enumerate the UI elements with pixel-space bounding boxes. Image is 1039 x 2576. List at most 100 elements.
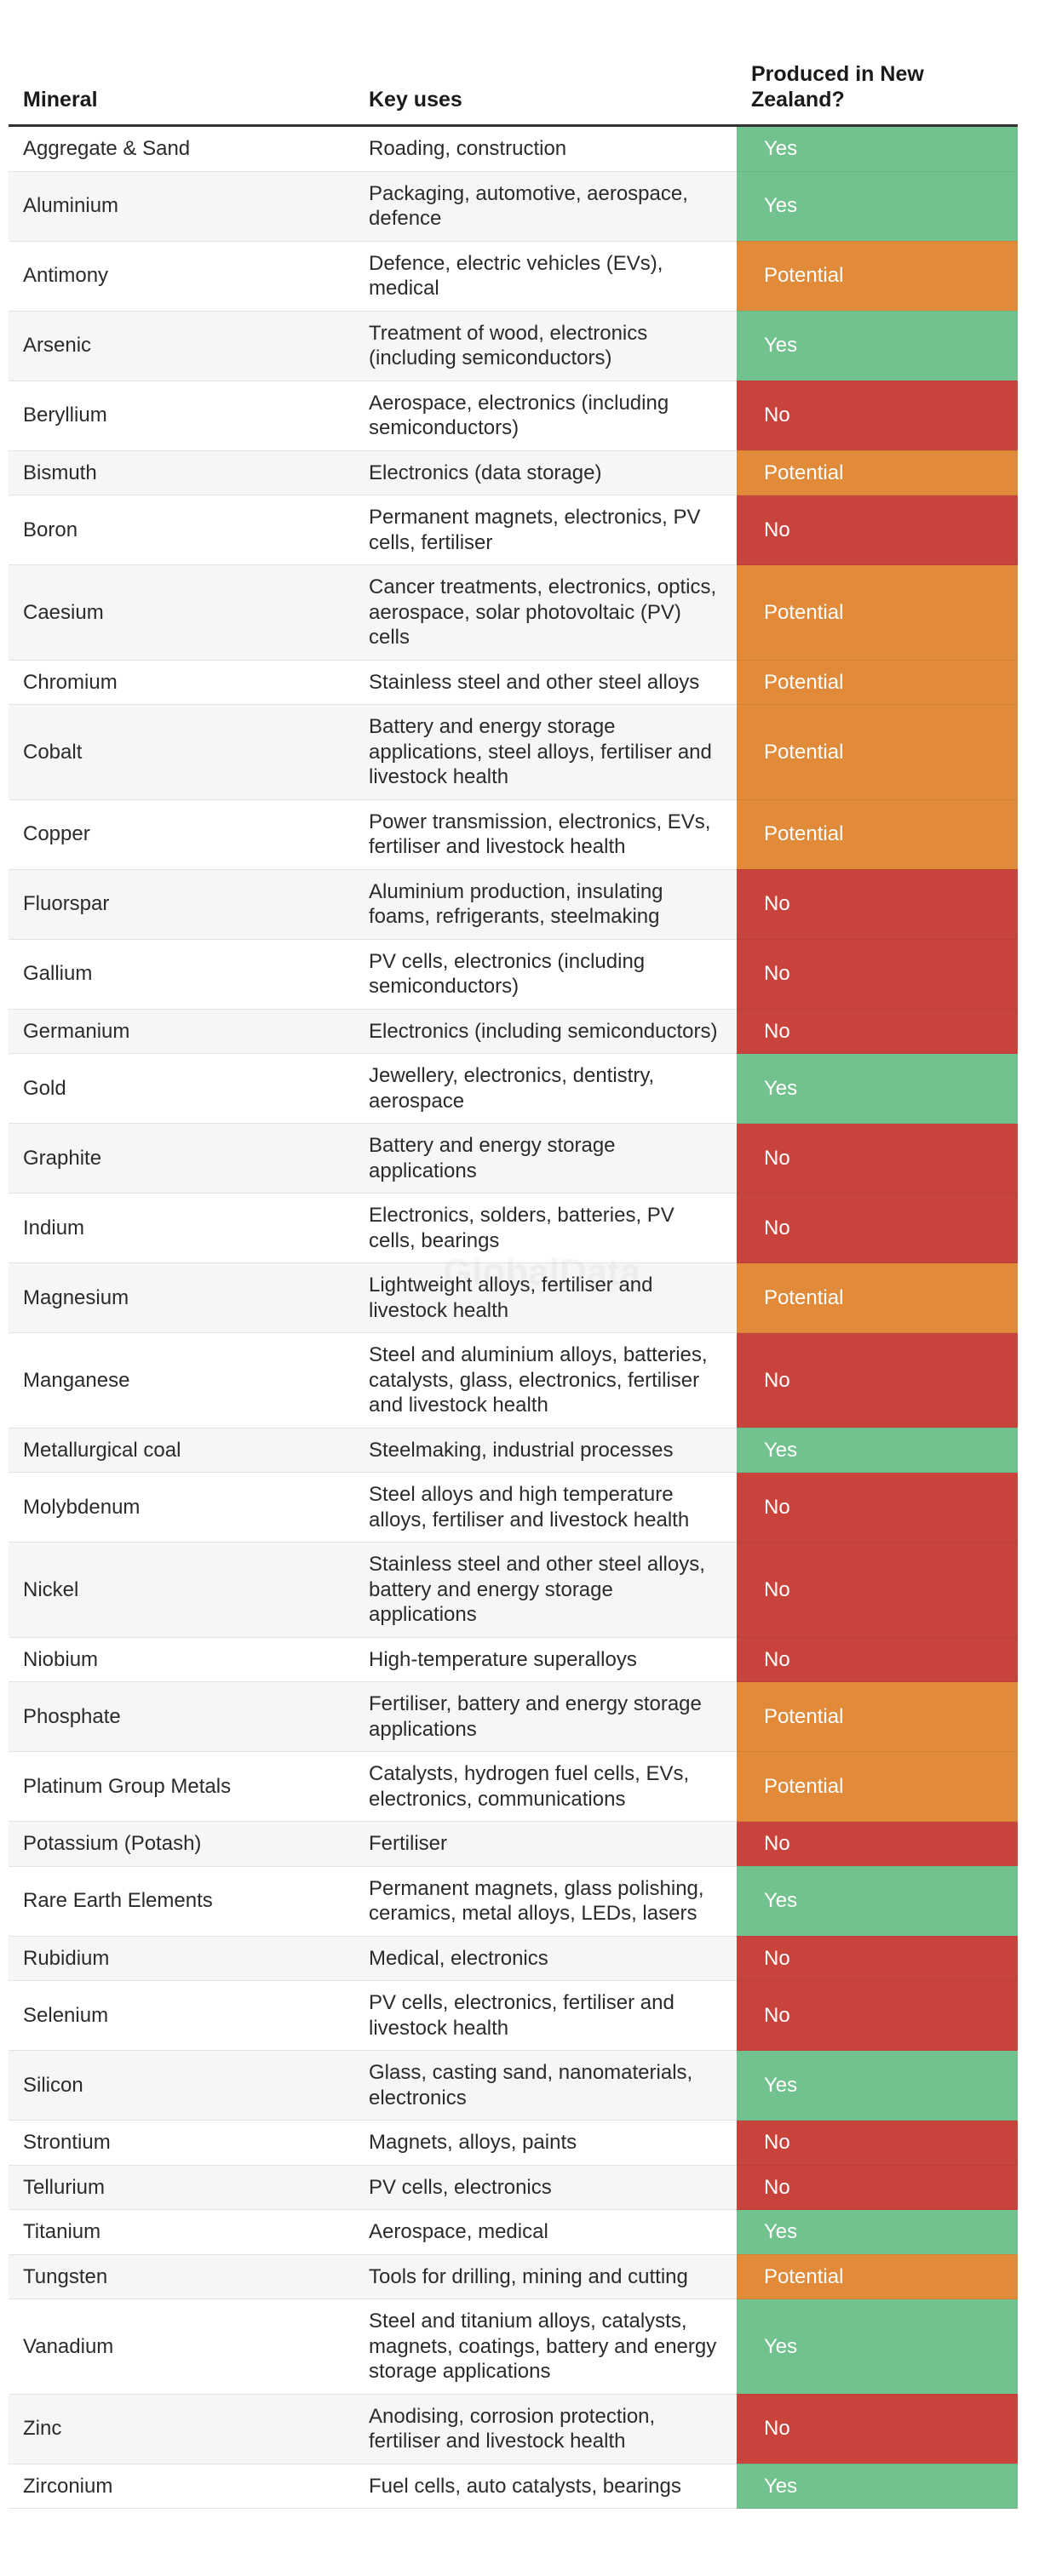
table-row: Selenium PV cells, electronics, fertilise… xyxy=(9,1980,1018,2051)
status-cell: Yes xyxy=(737,2298,1018,2395)
status-cell: No xyxy=(737,495,1018,565)
uses-cell: Defence, electric vehicles (EVs), medica… xyxy=(354,241,737,312)
uses-cell: Fertiliser, battery and energy storage a… xyxy=(354,1681,737,1752)
mineral-cell: Chromium xyxy=(9,660,354,705)
uses-cell: Steelmaking, industrial processes xyxy=(354,1428,737,1473)
uses-cell: Fuel cells, auto catalysts, bearings xyxy=(354,2464,737,2509)
column-header: Produced in New Zealand? xyxy=(737,61,1018,127)
uses-cell: Lightweight alloys, fertiliser and lives… xyxy=(354,1262,737,1333)
mineral-cell: Titanium xyxy=(9,2209,354,2255)
mineral-cell: Indium xyxy=(9,1193,354,1263)
status-cell: No xyxy=(737,2394,1018,2464)
table-row: Nickel Stainless steel and other steel al… xyxy=(9,1542,1018,1638)
uses-cell: Permanent magnets, glass polishing, cera… xyxy=(354,1866,737,1937)
mineral-cell: Molybdenum xyxy=(9,1472,354,1543)
mineral-cell: Aggregate & Sand xyxy=(9,125,354,172)
mineral-cell: Bismuth xyxy=(9,450,354,495)
mineral-cell: Zinc xyxy=(9,2394,354,2464)
mineral-cell: Potassium (Potash) xyxy=(9,1821,354,1867)
mineral-cell: Gold xyxy=(9,1053,354,1124)
uses-cell: Steel alloys and high temperature alloys… xyxy=(354,1472,737,1543)
uses-cell: Catalysts, hydrogen fuel cells, EVs, ele… xyxy=(354,1751,737,1822)
table-row: Cobalt Battery and energy storage applica… xyxy=(9,704,1018,800)
mineral-cell: Platinum Group Metals xyxy=(9,1751,354,1822)
table-row: Boron Permanent magnets, electronics, PV … xyxy=(9,495,1018,565)
mineral-cell: Cobalt xyxy=(9,704,354,800)
uses-cell: Battery and energy storage applications xyxy=(354,1123,737,1194)
status-cell: Yes xyxy=(737,2050,1018,2121)
status-cell: Yes xyxy=(737,2464,1018,2509)
status-cell: No xyxy=(737,1123,1018,1194)
table-row: Zirconium Fuel cells, auto catalysts, bea… xyxy=(9,2464,1018,2509)
status-cell: Yes xyxy=(737,2209,1018,2255)
mineral-cell: Rare Earth Elements xyxy=(9,1866,354,1937)
uses-cell: PV cells, electronics, fertiliser and li… xyxy=(354,1980,737,2051)
status-cell: No xyxy=(737,1637,1018,1682)
mineral-cell: Boron xyxy=(9,495,354,565)
table-row: Zinc Anodising, corrosion protection, fer… xyxy=(9,2394,1018,2464)
mineral-cell: Copper xyxy=(9,799,354,870)
minerals-table: Mineral Key uses Produced in New Zealand… xyxy=(9,61,1018,2509)
table-row: Chromium Stainless steel and other steel … xyxy=(9,660,1018,705)
status-cell: No xyxy=(737,1009,1018,1054)
uses-cell: Electronics (data storage) xyxy=(354,450,737,495)
uses-cell: Jewellery, electronics, dentistry, aeros… xyxy=(354,1053,737,1124)
mineral-cell: Strontium xyxy=(9,2120,354,2166)
status-cell: No xyxy=(737,1980,1018,2051)
mineral-cell: Selenium xyxy=(9,1980,354,2051)
uses-cell: Stainless steel and other steel alloys xyxy=(354,660,737,705)
table-row: Tellurium PV cells, electronics No xyxy=(9,2165,1018,2210)
status-cell: Potential xyxy=(737,799,1018,870)
uses-cell: Steel and aluminium alloys, batteries, c… xyxy=(354,1332,737,1428)
header-row: Mineral Key uses Produced in New Zealand… xyxy=(9,61,1018,127)
mineral-cell: Aluminium xyxy=(9,171,354,242)
table-row: Rubidium Medical, electronics No xyxy=(9,1936,1018,1981)
status-cell: Potential xyxy=(737,450,1018,495)
status-cell: No xyxy=(737,1936,1018,1981)
mineral-cell: Silicon xyxy=(9,2050,354,2121)
table-row: Potassium (Potash) Fertiliser No xyxy=(9,1821,1018,1867)
mineral-cell: Germanium xyxy=(9,1009,354,1054)
mineral-cell: Metallurgical coal xyxy=(9,1428,354,1473)
status-cell: No xyxy=(737,939,1018,1010)
uses-cell: Steel and titanium alloys, catalysts, ma… xyxy=(354,2298,737,2395)
table-row: Caesium Cancer treatments, electronics, o… xyxy=(9,564,1018,661)
status-cell: No xyxy=(737,2165,1018,2210)
mineral-cell: Vanadium xyxy=(9,2298,354,2395)
column-header: Key uses xyxy=(354,61,737,127)
status-cell: Potential xyxy=(737,1681,1018,1752)
uses-cell: Stainless steel and other steel alloys, … xyxy=(354,1542,737,1638)
status-cell: Potential xyxy=(737,704,1018,800)
mineral-cell: Magnesium xyxy=(9,1262,354,1333)
table-row: Tungsten Tools for drilling, mining and c… xyxy=(9,2254,1018,2299)
table-row: Phosphate Fertiliser, battery and energy … xyxy=(9,1681,1018,1752)
uses-cell: Glass, casting sand, nanomaterials, elec… xyxy=(354,2050,737,2121)
table-row: Graphite Battery and energy storage appli… xyxy=(9,1123,1018,1194)
table-row: Magnesium Lightweight alloys, fertiliser … xyxy=(9,1262,1018,1333)
mineral-cell: Fluorspar xyxy=(9,869,354,940)
uses-cell: Battery and energy storage applications,… xyxy=(354,704,737,800)
uses-cell: Treatment of wood, electronics (includin… xyxy=(354,311,737,381)
mineral-cell: Zirconium xyxy=(9,2464,354,2509)
table-row: Strontium Magnets, alloys, paints No xyxy=(9,2120,1018,2166)
table-row: Fluorspar Aluminium production, insulatin… xyxy=(9,869,1018,940)
uses-cell: Anodising, corrosion protection, fertili… xyxy=(354,2394,737,2464)
uses-cell: Cancer treatments, electronics, optics, … xyxy=(354,564,737,661)
status-cell: Potential xyxy=(737,1262,1018,1333)
table-body: Aggregate & Sand Roading, construction Yes… xyxy=(9,125,1018,2509)
status-cell: Potential xyxy=(737,1751,1018,1822)
uses-cell: Tools for drilling, mining and cutting xyxy=(354,2254,737,2299)
mineral-cell: Gallium xyxy=(9,939,354,1010)
mineral-cell: Manganese xyxy=(9,1332,354,1428)
status-cell: No xyxy=(737,869,1018,940)
table-row: Indium Electronics, solders, batteries, P… xyxy=(9,1193,1018,1263)
table-row: Manganese Steel and aluminium alloys, bat… xyxy=(9,1332,1018,1428)
status-cell: No xyxy=(737,381,1018,451)
table-row: Vanadium Steel and titanium alloys, catal… xyxy=(9,2298,1018,2395)
uses-cell: Aluminium production, insulating foams, … xyxy=(354,869,737,940)
mineral-cell: Nickel xyxy=(9,1542,354,1638)
table-row: Titanium Aerospace, medical Yes xyxy=(9,2209,1018,2255)
status-cell: Yes xyxy=(737,1866,1018,1937)
table-header: Mineral Key uses Produced in New Zealand… xyxy=(9,61,1018,127)
